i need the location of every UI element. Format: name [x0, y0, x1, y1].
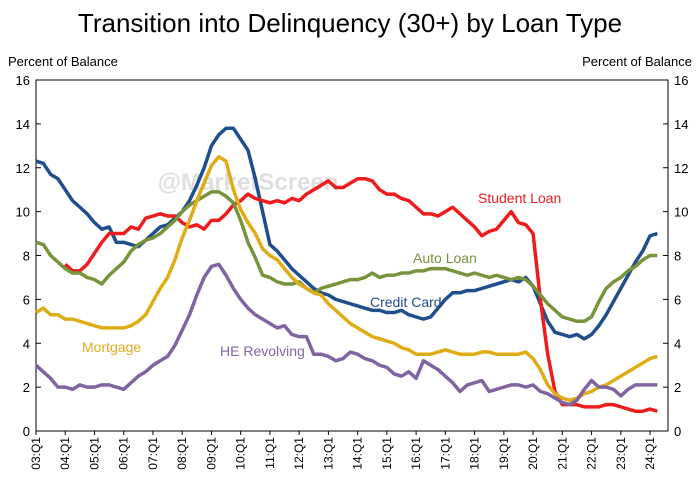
- y2-tick-label: 6: [674, 292, 681, 307]
- x-tick-label: 08:Q1: [175, 437, 189, 470]
- y2-tick-label: 12: [674, 161, 688, 176]
- y-tick-label: 4: [23, 336, 30, 351]
- y-tick-label: 6: [23, 292, 30, 307]
- y2-tick-label: 2: [674, 380, 681, 395]
- y2-tick-label: 16: [674, 73, 688, 88]
- x-tick-label: 22:Q1: [585, 437, 599, 470]
- x-tick-label: 05:Q1: [87, 437, 101, 470]
- series-line: [35, 155, 658, 403]
- x-tick-label: 07:Q1: [146, 437, 160, 470]
- x-tick-label: 20:Q1: [526, 437, 540, 470]
- series-line: [35, 126, 658, 341]
- x-tick-label: 18:Q1: [468, 437, 482, 470]
- x-tick-label: 13:Q1: [321, 437, 335, 470]
- plot-frame: [35, 79, 669, 432]
- y2-tick-label: 14: [674, 117, 688, 132]
- series-label: Mortgage: [82, 339, 141, 355]
- y-axis-label: Percent of Balance: [8, 54, 118, 69]
- y-tick-label: 0: [23, 424, 30, 439]
- y-tick-label: 14: [16, 117, 30, 132]
- x-tick-label: 16:Q1: [409, 437, 423, 470]
- x-tick-label: 15:Q1: [380, 437, 394, 470]
- series-line: [34, 262, 658, 407]
- y2-tick-label: 10: [674, 205, 688, 220]
- x-tick-label: 19:Q1: [497, 437, 511, 470]
- series-label: Auto Loan: [413, 250, 477, 266]
- x-tick-label: 10:Q1: [234, 437, 248, 470]
- x-tick-label: 14:Q1: [351, 437, 365, 470]
- y2-tick-label: 8: [674, 249, 681, 264]
- x-tick-label: 11:Q1: [263, 437, 277, 469]
- x-tick-label: 06:Q1: [117, 437, 131, 470]
- x-tick-label: 23:Q1: [614, 437, 628, 470]
- x-tick-label: 17:Q1: [438, 437, 452, 470]
- y2-tick-label: 0: [674, 424, 681, 439]
- series-label: HE Revolving: [220, 343, 305, 359]
- series-label: Student Loan: [478, 190, 561, 206]
- x-tick-label: 24:Q1: [643, 437, 657, 470]
- x-tick-label: 03:Q1: [29, 437, 43, 470]
- y-tick-label: 10: [16, 205, 30, 220]
- series-line: [64, 176, 658, 414]
- y2-axis-label: Percent of Balance: [582, 54, 692, 69]
- y-tick-label: 8: [23, 249, 30, 264]
- chart-title: Transition into Delinquency (30+) by Loa…: [78, 8, 622, 38]
- x-tick-label: 09:Q1: [204, 437, 218, 470]
- x-tick-label: 21:Q1: [555, 437, 569, 470]
- y-tick-label: 16: [16, 73, 30, 88]
- series-label: Credit Card: [370, 294, 442, 310]
- y2-tick-label: 4: [674, 336, 681, 351]
- series-line: [35, 190, 658, 324]
- x-tick-label: 04:Q1: [58, 437, 72, 470]
- y-tick-label: 2: [23, 380, 30, 395]
- x-tick-label: 12:Q1: [292, 437, 306, 470]
- y-tick-label: 12: [16, 161, 30, 176]
